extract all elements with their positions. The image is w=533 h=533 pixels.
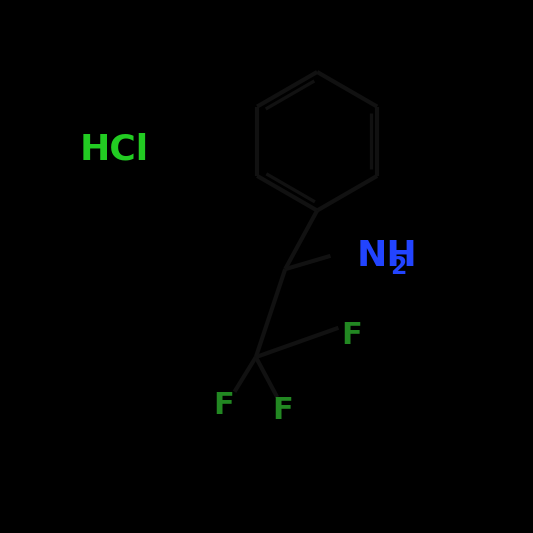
Text: 2: 2 [390,254,407,279]
Text: F: F [342,321,362,350]
Text: NH: NH [357,239,418,273]
Text: F: F [272,396,293,425]
Text: HCl: HCl [80,132,149,166]
Text: F: F [214,391,234,419]
